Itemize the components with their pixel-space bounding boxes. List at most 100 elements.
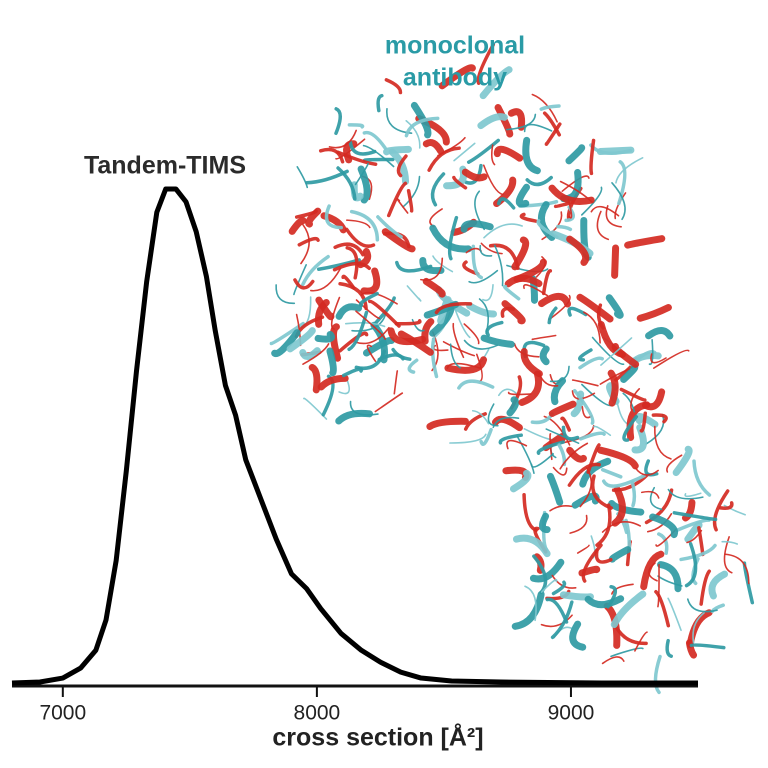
protein-ribbon bbox=[622, 414, 639, 442]
protein-ribbon bbox=[426, 417, 469, 431]
protein-ribbon bbox=[653, 654, 662, 695]
protein-ribbon bbox=[315, 296, 335, 321]
protein-ribbon bbox=[657, 563, 660, 608]
protein-ribbon bbox=[542, 111, 562, 137]
protein-ribbon bbox=[381, 228, 416, 253]
protein-ribbon bbox=[493, 244, 504, 287]
protein-ribbon bbox=[507, 108, 526, 131]
protein-ribbon bbox=[611, 486, 626, 527]
protein-ribbon bbox=[326, 347, 337, 377]
protein-ribbon bbox=[333, 242, 365, 257]
protein-ribbon bbox=[519, 212, 538, 223]
protein-ribbon bbox=[376, 215, 403, 239]
protein-ribbon bbox=[684, 521, 703, 543]
protein-ribbon bbox=[537, 292, 572, 308]
protein-ribbon bbox=[406, 189, 414, 213]
protein-ribbon bbox=[328, 129, 357, 149]
protein-ribbon bbox=[578, 431, 606, 441]
protein-ribbon bbox=[545, 428, 580, 444]
protein-ribbon bbox=[635, 413, 659, 428]
protein-ribbon bbox=[601, 473, 646, 488]
protein-ribbon bbox=[531, 93, 558, 123]
protein-ribbon bbox=[429, 208, 443, 228]
protein-ribbon bbox=[405, 119, 421, 149]
protein-ribbon bbox=[314, 330, 336, 343]
protein-ribbon bbox=[572, 388, 595, 425]
protein-ribbon bbox=[457, 379, 495, 390]
protein-ribbon bbox=[634, 467, 659, 476]
protein-ribbon bbox=[708, 570, 729, 600]
protein-ribbon bbox=[429, 224, 472, 253]
protein-ribbon bbox=[335, 409, 374, 425]
protein-ribbon bbox=[437, 296, 452, 325]
protein-ribbon bbox=[396, 154, 408, 178]
protein-ribbon bbox=[679, 543, 717, 562]
protein-ribbon bbox=[485, 320, 504, 337]
protein-ribbon bbox=[452, 175, 468, 190]
protein-ribbon bbox=[393, 370, 399, 395]
protein-ribbon bbox=[480, 334, 515, 348]
protein-ribbon bbox=[544, 122, 562, 146]
protein-ribbon bbox=[566, 446, 587, 463]
data-line bbox=[11, 186, 698, 686]
protein-ribbon bbox=[500, 306, 516, 318]
protein-ribbon bbox=[536, 440, 565, 455]
protein-ribbon bbox=[652, 349, 690, 369]
protein-ribbon bbox=[723, 504, 746, 516]
protein-ribbon bbox=[410, 101, 432, 139]
protein-ribbon bbox=[640, 550, 665, 591]
protein-ribbon bbox=[667, 488, 704, 500]
protein-ribbon bbox=[692, 459, 712, 497]
protein-ribbon bbox=[471, 244, 484, 280]
protein-ribbon bbox=[362, 157, 395, 162]
protein-ribbon bbox=[552, 466, 568, 476]
protein-ribbon bbox=[318, 147, 345, 164]
protein-ribbon bbox=[395, 260, 433, 273]
protein-ribbon bbox=[332, 261, 371, 272]
protein-ribbon bbox=[685, 639, 698, 659]
protein-label: antibody bbox=[403, 64, 507, 92]
protein-ribbon bbox=[367, 299, 401, 328]
protein-ribbon bbox=[406, 285, 422, 302]
protein-ribbon bbox=[560, 416, 572, 432]
protein-ribbon bbox=[509, 469, 532, 493]
protein-ribbon bbox=[689, 643, 726, 650]
protein-ribbon bbox=[596, 210, 610, 241]
protein-ribbon bbox=[516, 435, 535, 475]
protein-ribbon bbox=[593, 425, 612, 437]
protein-ribbon bbox=[388, 148, 410, 186]
protein-ribbon bbox=[531, 334, 557, 341]
protein-ribbon bbox=[599, 368, 630, 385]
protein-ribbon bbox=[427, 146, 461, 172]
protein-ribbon bbox=[478, 298, 489, 335]
protein-ribbon bbox=[503, 284, 521, 301]
protein-ribbon bbox=[344, 322, 386, 328]
x-axis-title: cross section [Å²] bbox=[272, 723, 483, 752]
protein-ribbon bbox=[608, 500, 645, 516]
protein-ribbon bbox=[596, 446, 639, 470]
protein-ribbon bbox=[347, 310, 369, 352]
protein-ribbon bbox=[579, 467, 593, 508]
protein-ribbon bbox=[524, 585, 537, 622]
protein-ribbon bbox=[684, 542, 698, 588]
protein-ribbon bbox=[556, 224, 573, 232]
protein-ribbon bbox=[645, 326, 674, 340]
protein-ribbon bbox=[336, 150, 378, 166]
protein-ribbon bbox=[349, 209, 380, 242]
protein-ribbon bbox=[546, 472, 564, 506]
protein-ribbon bbox=[560, 169, 582, 203]
protein-ribbon bbox=[494, 104, 514, 138]
protein-ribbon bbox=[611, 244, 620, 279]
protein-ribbon bbox=[302, 343, 330, 365]
protein-ribbon bbox=[422, 139, 445, 155]
protein-ribbon bbox=[522, 136, 541, 175]
protein-ribbon bbox=[466, 302, 498, 318]
protein-ribbon bbox=[432, 255, 454, 273]
protein-ribbon bbox=[576, 293, 614, 323]
protein-ribbon bbox=[569, 514, 588, 534]
protein-ribbon bbox=[565, 144, 586, 165]
protein-ribbon bbox=[712, 489, 730, 532]
protein-ribbon bbox=[595, 503, 612, 547]
protein-ribbon bbox=[479, 244, 493, 257]
